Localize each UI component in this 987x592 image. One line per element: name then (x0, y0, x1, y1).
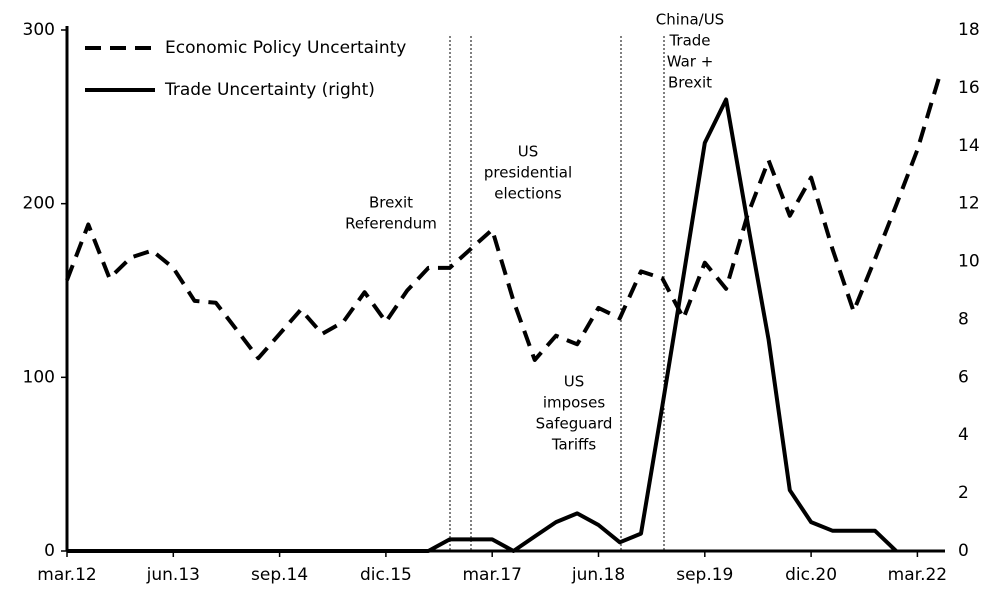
annotation: War + (667, 53, 714, 71)
annotation: Tariffs (551, 436, 597, 454)
x-tick-label: sep.19 (676, 565, 733, 585)
annotation: US (564, 373, 585, 391)
y2-tick-label: 2 (958, 483, 969, 503)
x-tick-label: mar.12 (37, 565, 96, 585)
x-tick-label: jun.13 (146, 565, 200, 585)
annotation: Trade (668, 32, 710, 50)
series-line (67, 97, 898, 553)
y-tick-label: 0 (44, 541, 55, 561)
y-tick-label: 300 (23, 20, 55, 40)
y2-tick-label: 8 (958, 309, 969, 329)
x-tick-label: mar.17 (462, 565, 521, 585)
annotation: Brexit (668, 74, 712, 92)
y-tick-label: 200 (23, 194, 55, 214)
annotation: presidential (484, 164, 572, 182)
x-tick-label: jun.18 (571, 565, 625, 585)
y2-tick-label: 14 (958, 136, 980, 156)
y2-tick-label: 4 (958, 425, 969, 445)
series-line (65, 78, 941, 362)
y2-tick-label: 10 (958, 252, 980, 272)
legend-label: Economic Policy Uncertainty (165, 38, 406, 58)
y2-tick-label: 6 (958, 367, 969, 387)
y2-tick-label: 12 (958, 194, 980, 214)
x-tick-label: dic.15 (360, 565, 412, 585)
annotation: elections (494, 185, 562, 203)
annotation: imposes (543, 394, 606, 412)
annotation: Brexit (369, 194, 413, 212)
legend-label: Trade Uncertainty (right) (164, 80, 375, 100)
x-tick-label: dic.20 (785, 565, 837, 585)
annotation: China/US (656, 11, 724, 29)
annotation: Safeguard (536, 415, 613, 433)
y-tick-label: 100 (23, 367, 55, 387)
y2-tick-label: 18 (958, 20, 980, 40)
y2-tick-label: 16 (958, 78, 980, 98)
x-tick-label: sep.14 (251, 565, 308, 585)
y2-tick-label: 0 (958, 541, 969, 561)
x-tick-label: mar.22 (888, 565, 947, 585)
annotation: Referendum (345, 215, 437, 233)
annotation: US (518, 143, 539, 161)
